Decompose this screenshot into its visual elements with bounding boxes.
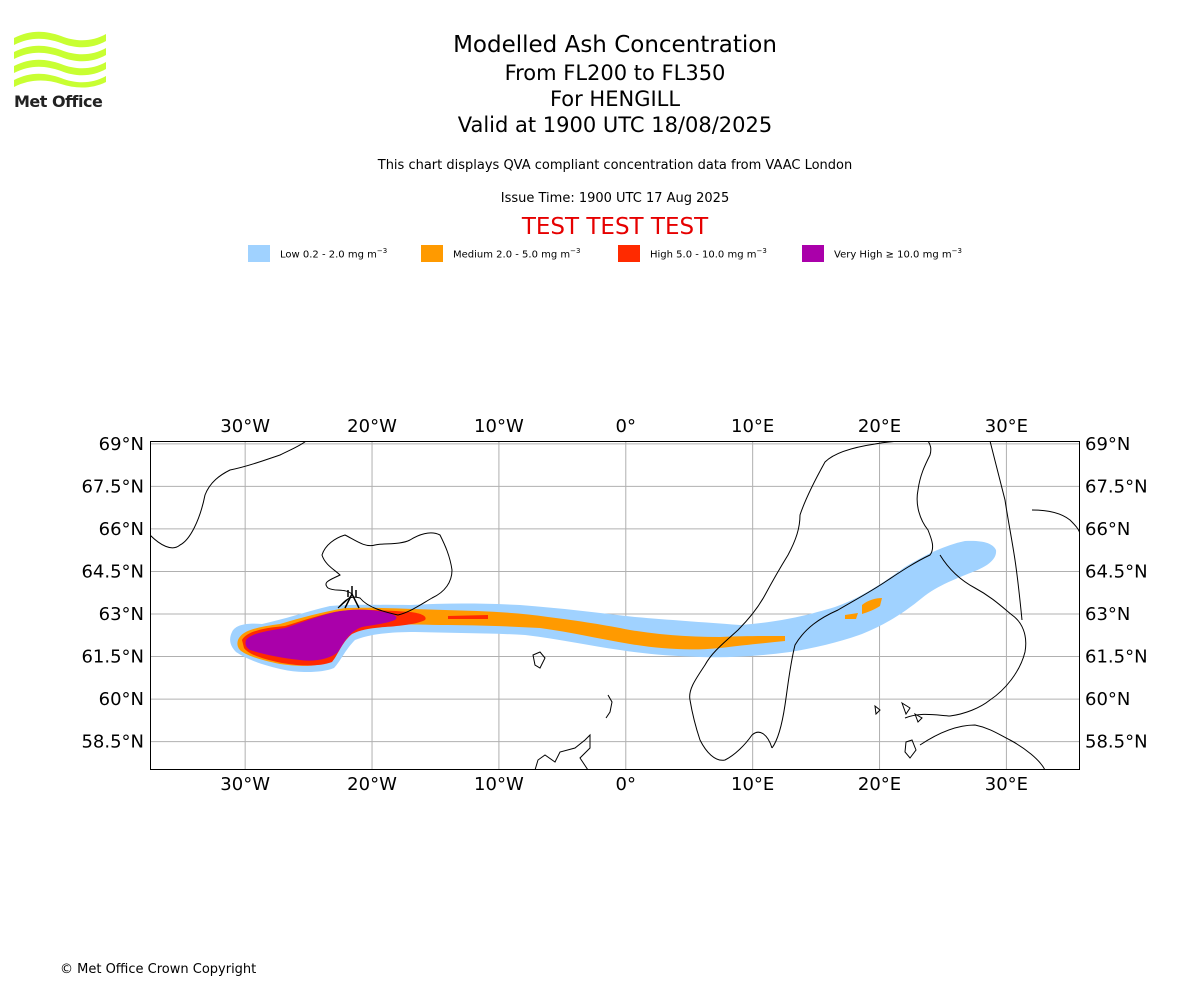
met-office-waves-icon <box>14 31 106 88</box>
lon-tick-label-top: 10°W <box>474 416 524 437</box>
lat-tick-label-left: 58.5°N <box>81 732 144 753</box>
met-office-logo: Met Office <box>14 30 108 112</box>
ash-low-region <box>230 540 997 673</box>
norway-south-coast <box>689 699 773 761</box>
scotland-coast <box>534 733 591 770</box>
lat-tick-label-right: 63°N <box>1085 604 1130 625</box>
level-range: From FL200 to FL350 <box>504 61 726 85</box>
finland-coast <box>904 554 1027 719</box>
lat-tick-label-right: 67.5°N <box>1085 476 1148 497</box>
legend-label: High 5.0 - 10.0 mg m−3 <box>650 247 767 261</box>
lat-tick-label-left: 64.5°N <box>81 561 144 582</box>
lon-tick-label-bottom: 10°E <box>731 774 774 795</box>
lon-tick-label-top: 30°W <box>220 416 270 437</box>
lat-tick-label-left: 63°N <box>99 604 144 625</box>
volcano-name: For HENGILL <box>549 87 681 111</box>
norway-coast <box>689 441 911 701</box>
ash-medium-patch <box>845 598 882 619</box>
ash-high-streak <box>448 615 488 619</box>
map-gridlines <box>150 441 1080 770</box>
title-block: Modelled Ash Concentration From FL200 to… <box>0 30 1200 138</box>
logo-text: Met Office <box>14 92 103 111</box>
copyright-text: © Met Office Crown Copyright <box>60 962 257 977</box>
legend-label: Very High ≥ 10.0 mg m−3 <box>834 247 962 261</box>
lon-tick-label-top: 20°E <box>858 416 901 437</box>
test-banner: TEST TEST TEST <box>521 214 709 240</box>
lat-tick-label-left: 67.5°N <box>81 476 144 497</box>
lon-tick-label-bottom: 20°W <box>347 774 397 795</box>
lat-tick-label-right: 66°N <box>1085 519 1130 540</box>
finland-east-border <box>989 441 1023 621</box>
sweden-coast <box>771 441 934 749</box>
lat-tick-label-left: 60°N <box>99 689 144 710</box>
legend-swatch <box>802 245 824 262</box>
lon-tick-label-bottom: 0° <box>616 774 636 795</box>
valid-time: Valid at 1900 UTC 18/08/2025 <box>457 113 773 137</box>
coastlines <box>150 441 1080 770</box>
ash-very-high-region <box>245 609 397 661</box>
issue-time: Issue Time: 1900 UTC 17 Aug 2025 <box>500 191 730 206</box>
volcano-marker-icon <box>344 586 360 609</box>
legend-swatch <box>248 245 270 262</box>
lon-tick-label-bottom: 10°W <box>474 774 524 795</box>
shetland-islands <box>605 694 613 719</box>
legend-swatch <box>618 245 640 262</box>
gotland-island <box>904 739 917 759</box>
lat-tick-label-right: 61.5°N <box>1085 647 1148 668</box>
lon-tick-label-top: 0° <box>616 416 636 437</box>
iceland-coast <box>321 532 453 616</box>
lon-tick-label-bottom: 20°E <box>858 774 901 795</box>
lon-tick-label-bottom: 30°E <box>985 774 1028 795</box>
lon-tick-label-top: 20°W <box>347 416 397 437</box>
lat-tick-label-left: 61.5°N <box>81 647 144 668</box>
baltic-coast <box>919 724 1046 770</box>
lat-tick-label-left: 69°N <box>99 434 144 455</box>
legend-label: Medium 2.0 - 5.0 mg m−3 <box>453 247 581 261</box>
lat-tick-label-right: 60°N <box>1085 689 1130 710</box>
lon-tick-label-top: 10°E <box>731 416 774 437</box>
kola-coast <box>1031 509 1080 536</box>
lat-tick-label-right: 64.5°N <box>1085 561 1148 582</box>
ash-plume <box>230 540 997 673</box>
map-frame <box>150 441 1080 770</box>
lat-tick-label-left: 66°N <box>99 519 144 540</box>
lon-tick-label-bottom: 30°W <box>220 774 270 795</box>
lat-tick-label-right: 58.5°N <box>1085 732 1148 753</box>
legend-label: Low 0.2 - 2.0 mg m−3 <box>280 247 388 261</box>
aland-islands <box>874 701 923 723</box>
faroe-islands <box>532 651 546 669</box>
axis-tick-labels: 30°W 30°W 20°W 20°W 10°W 10°W 0° 0° 10°E 10°E 20°E… <box>81 416 1147 795</box>
greenland-coast <box>150 441 307 549</box>
legend-swatch <box>421 245 443 262</box>
page-title: Modelled Ash Concentration <box>453 32 777 58</box>
compliance-note: This chart displays QVA compliant concen… <box>377 158 853 173</box>
lon-tick-label-top: 30°E <box>985 416 1028 437</box>
lat-tick-label-right: 69°N <box>1085 434 1130 455</box>
